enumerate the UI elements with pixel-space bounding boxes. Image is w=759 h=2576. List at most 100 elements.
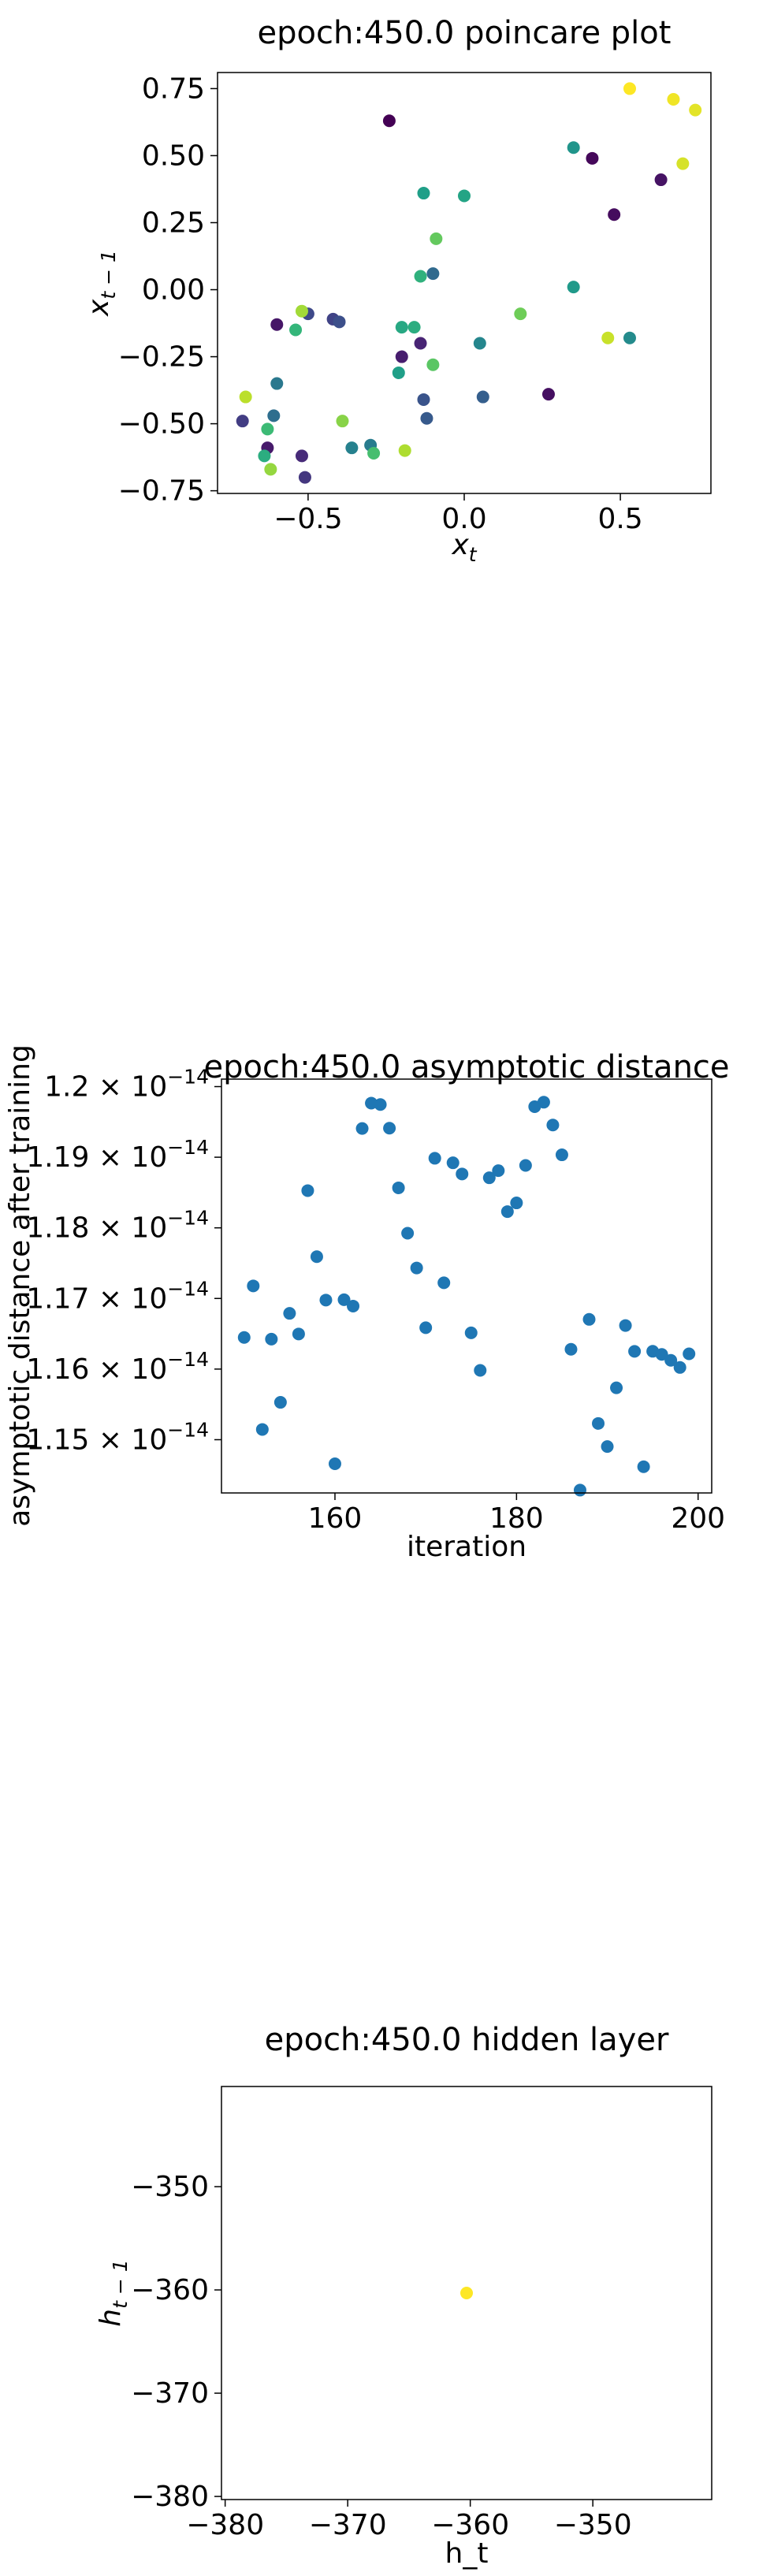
scatter-point: [623, 82, 636, 95]
y-tick-label: 1.15 × 10−14: [26, 1418, 209, 1456]
scatter-point: [261, 423, 274, 436]
scatter-point: [537, 1096, 550, 1109]
y-tick-label: −0.75: [118, 475, 205, 508]
scatter-point: [264, 463, 277, 476]
scatter-point: [619, 1319, 632, 1332]
scatter-point: [333, 315, 346, 329]
scatter-point: [592, 1416, 605, 1430]
scatter-point: [601, 1440, 614, 1454]
scatter-point: [392, 366, 405, 379]
scatter-point: [319, 1294, 333, 1307]
scatter-point: [270, 318, 284, 331]
scatter-point: [567, 141, 580, 154]
chart-title: epoch:450.0 asymptotic distance: [203, 1049, 729, 1085]
scatter-point: [419, 1321, 433, 1335]
chart-title: epoch:450.0 hidden layer: [265, 2022, 669, 2058]
scatter-point: [492, 1164, 505, 1178]
scatter-point: [510, 1197, 523, 1210]
scatter-point: [301, 1184, 314, 1197]
scatter-point: [345, 441, 359, 455]
y-tick-label: 0.50: [142, 140, 205, 172]
scatter-point: [382, 114, 396, 128]
scatter-point: [573, 1483, 586, 1497]
scatter-point: [298, 471, 311, 484]
scatter-point: [417, 187, 430, 200]
scatter-point: [267, 409, 281, 423]
scatter-point: [610, 1381, 623, 1394]
y-tick-label: −370: [131, 2377, 209, 2410]
scatter-point: [289, 323, 303, 337]
x-axis-label: h_t: [445, 2537, 489, 2570]
x-tick-label: 0.0: [441, 503, 486, 535]
scatter-point: [546, 1119, 560, 1132]
scatter-point: [283, 1307, 296, 1320]
scatter-point: [586, 151, 599, 165]
scatter-point: [383, 1122, 396, 1135]
scatter-point: [673, 1361, 686, 1374]
scatter-point: [437, 1276, 451, 1290]
scatter-point: [328, 1457, 341, 1470]
scatter-point: [236, 415, 249, 428]
chart-2: epoch:450.0 asymptotic distance 160 180 200…: [4, 1044, 730, 1563]
scatter-point: [265, 1332, 278, 1346]
chart-3: epoch:450.0 hidden layer −380 −370 −360 −350…: [95, 2022, 712, 2570]
scatter-point: [273, 1396, 287, 1409]
scatter-point: [654, 173, 668, 187]
y-tick-label: −350: [131, 2171, 209, 2203]
y-tick-label: −360: [131, 2274, 209, 2306]
scatter-point: [426, 358, 440, 371]
scatter-point: [655, 1348, 668, 1361]
scatter-point: [500, 1205, 514, 1219]
scatter-point: [336, 415, 349, 428]
scatter-point: [474, 1364, 487, 1377]
scatter-point: [482, 1171, 496, 1185]
scatter-point: [564, 1342, 578, 1356]
scatter-point: [555, 1148, 568, 1162]
chart-title: epoch:450.0 poincare plot: [258, 15, 672, 51]
x-tick-label: 160: [308, 1502, 363, 1535]
scatter-point: [395, 350, 408, 363]
x-tick-label: 180: [489, 1502, 544, 1535]
y-tick-label: 0.75: [142, 73, 205, 105]
scatter-point: [460, 2287, 473, 2299]
scatter-point: [476, 390, 489, 404]
scatter-point: [310, 1250, 323, 1264]
x-tick-label: −380: [186, 2509, 264, 2541]
y-tick-label: −0.25: [118, 341, 205, 374]
scatter-point: [514, 307, 527, 321]
scatter-point: [519, 1159, 532, 1172]
scatter-point: [420, 411, 433, 425]
scatter-point: [398, 444, 411, 457]
scatter-point: [676, 157, 690, 170]
scatter-point: [628, 1345, 642, 1358]
scatter-point: [601, 331, 615, 344]
scatter-point: [464, 1326, 478, 1339]
plot-frame: [221, 1078, 712, 1494]
x-tick-label: 0.5: [597, 503, 642, 535]
x-tick-label: −360: [431, 2509, 509, 2541]
scatter-point: [414, 270, 427, 283]
scatter-point: [247, 1279, 260, 1293]
scatter-point: [367, 446, 381, 460]
scatter-point: [446, 1156, 459, 1170]
scatter-point: [395, 321, 408, 334]
x-tick-label: −0.5: [273, 503, 342, 535]
scatter-point: [473, 337, 486, 350]
y-tick-label: 1.17 × 10−14: [26, 1277, 209, 1315]
scatter-point: [667, 93, 680, 106]
y-tick-label: 1.19 × 10−14: [26, 1136, 209, 1174]
y-tick-label: 1.18 × 10−14: [26, 1207, 209, 1245]
plot-frame: [217, 72, 712, 494]
scatter-point: [637, 1460, 650, 1473]
scatter-point: [237, 1331, 251, 1344]
y-tick-label: −0.50: [118, 408, 205, 441]
x-axis-label: iteration: [407, 1531, 526, 1563]
y-axis-label: asymptotic distance after training: [4, 1044, 36, 1527]
y-tick-label: 0.00: [142, 274, 205, 307]
scatter-point: [623, 331, 636, 344]
scatter-point: [392, 1181, 405, 1194]
y-tick-label: 1.2 × 10−14: [44, 1065, 209, 1103]
plot-frame: [221, 2086, 712, 2500]
scatter-point: [270, 377, 284, 390]
